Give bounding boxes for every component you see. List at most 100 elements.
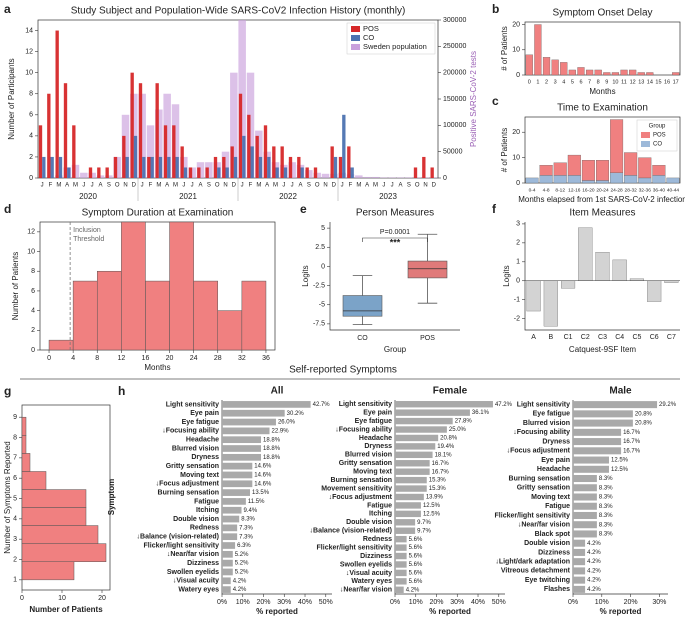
row-label: Gritty sensation bbox=[517, 485, 570, 492]
x-axis-label: % reported bbox=[256, 607, 298, 616]
histogram-bar bbox=[21, 471, 47, 490]
bar bbox=[603, 72, 611, 76]
bar bbox=[646, 72, 654, 76]
y-tick-label: 150000 bbox=[443, 96, 466, 103]
legend-title: Group bbox=[649, 124, 666, 130]
x-tick-label: 20% bbox=[257, 599, 271, 606]
bar bbox=[395, 476, 427, 484]
histogram-bar bbox=[241, 280, 267, 351]
y-tick-label: 4 bbox=[13, 516, 17, 523]
bar bbox=[542, 57, 551, 76]
bar bbox=[395, 460, 430, 467]
y-tick-label: 12 bbox=[27, 229, 35, 236]
bar bbox=[395, 569, 407, 577]
value-label: 25.0% bbox=[449, 427, 467, 433]
x-tick-label: M bbox=[73, 183, 78, 189]
bar bbox=[222, 427, 270, 435]
x-tick-label: 30% bbox=[450, 599, 464, 606]
y-tick-label: 20 bbox=[512, 129, 520, 136]
histogram-bar bbox=[121, 221, 146, 351]
bar bbox=[80, 172, 88, 178]
bar bbox=[553, 175, 567, 184]
bar bbox=[573, 567, 586, 575]
value-label: 4.2% bbox=[233, 578, 247, 584]
x-tick-label: 0-4 bbox=[529, 187, 536, 193]
bar bbox=[297, 156, 301, 178]
row-label: Burning sensation bbox=[331, 477, 392, 484]
x-tick-label: A bbox=[198, 183, 202, 189]
row-label: Eye fatigue bbox=[182, 419, 219, 426]
x-tick-label: A bbox=[298, 183, 302, 189]
row-label: Itching bbox=[369, 511, 392, 518]
value-label: 16.7% bbox=[623, 430, 641, 436]
x-tick-label: 9 bbox=[605, 79, 608, 85]
x-tick-label: 36 bbox=[262, 355, 270, 362]
value-label: 4.2% bbox=[587, 578, 601, 584]
axis-spines bbox=[524, 222, 680, 331]
x-tick-label: 10% bbox=[236, 599, 250, 606]
bar bbox=[338, 156, 343, 178]
bar bbox=[267, 156, 271, 178]
chart-title: Symptom Duration at Examination bbox=[82, 208, 234, 219]
x-tick-label: J bbox=[241, 183, 244, 189]
plot-frame bbox=[524, 21, 681, 76]
row-label: Watery eyes bbox=[351, 578, 392, 585]
threshold-label: Threshold bbox=[73, 236, 104, 243]
x-tick-label: J bbox=[391, 183, 394, 189]
panel-letter: a bbox=[4, 2, 11, 16]
x-tick-label: 8 bbox=[95, 355, 99, 362]
value-label: 8.3% bbox=[599, 504, 613, 510]
row-label: Eye pain bbox=[541, 457, 570, 464]
y-tick-label: 100000 bbox=[443, 122, 466, 129]
bar bbox=[250, 146, 254, 178]
legend-label: POS bbox=[653, 133, 666, 139]
y-tick-label: 300000 bbox=[443, 17, 466, 24]
row-label: Black spot bbox=[535, 531, 571, 538]
bar bbox=[222, 568, 233, 576]
chart-title: Male bbox=[609, 386, 632, 397]
value-label: 4.2% bbox=[587, 550, 601, 556]
box bbox=[342, 295, 383, 317]
x-tick-label: M bbox=[156, 183, 161, 189]
histogram-bar bbox=[169, 221, 194, 351]
x-axis-label: % reported bbox=[600, 607, 642, 616]
bar bbox=[350, 167, 354, 178]
y-axis-label: # of Patients bbox=[500, 26, 509, 70]
bar bbox=[525, 177, 539, 184]
value-label: 8.3% bbox=[599, 532, 613, 538]
x-tick-label: 4 bbox=[71, 355, 75, 362]
y-axis-label: Number of Patients bbox=[11, 252, 20, 320]
value-label: 14.6% bbox=[254, 464, 272, 470]
x-tick-label: 8 bbox=[597, 79, 600, 85]
bar bbox=[222, 418, 276, 426]
y-tick-label: -5 bbox=[319, 302, 325, 309]
bar bbox=[142, 156, 146, 178]
bar bbox=[577, 67, 585, 76]
y-tick-label: 5 bbox=[13, 495, 17, 502]
section-title: Self-reported Symptoms bbox=[289, 365, 397, 376]
bar bbox=[573, 428, 622, 436]
bar bbox=[288, 156, 293, 178]
bar bbox=[238, 93, 243, 178]
histogram-bar bbox=[217, 310, 243, 351]
y-tick-label: 0 bbox=[29, 175, 33, 182]
bar bbox=[652, 175, 666, 184]
x-tick-label: 50% bbox=[492, 599, 506, 606]
histogram-bar bbox=[21, 416, 27, 436]
bar bbox=[222, 445, 262, 452]
x-tick-label: 0% bbox=[390, 599, 400, 606]
y-tick-label: 6 bbox=[31, 288, 35, 295]
histogram-bar bbox=[21, 561, 75, 581]
y-axis-label: Logits bbox=[301, 265, 310, 286]
value-label: 5.6% bbox=[409, 570, 423, 576]
value-label: 12.5% bbox=[423, 503, 441, 509]
x-tick-label: J bbox=[282, 183, 285, 189]
x-tick-label: F bbox=[249, 183, 253, 189]
x-tick-label: N bbox=[123, 183, 127, 189]
row-label: Eye twitching bbox=[525, 577, 570, 584]
row-label: Vitreous detachment bbox=[501, 568, 571, 575]
bar bbox=[188, 167, 196, 178]
value-label: 5.2% bbox=[235, 552, 249, 558]
value-label: 18.8% bbox=[263, 437, 281, 443]
bar bbox=[55, 30, 59, 179]
